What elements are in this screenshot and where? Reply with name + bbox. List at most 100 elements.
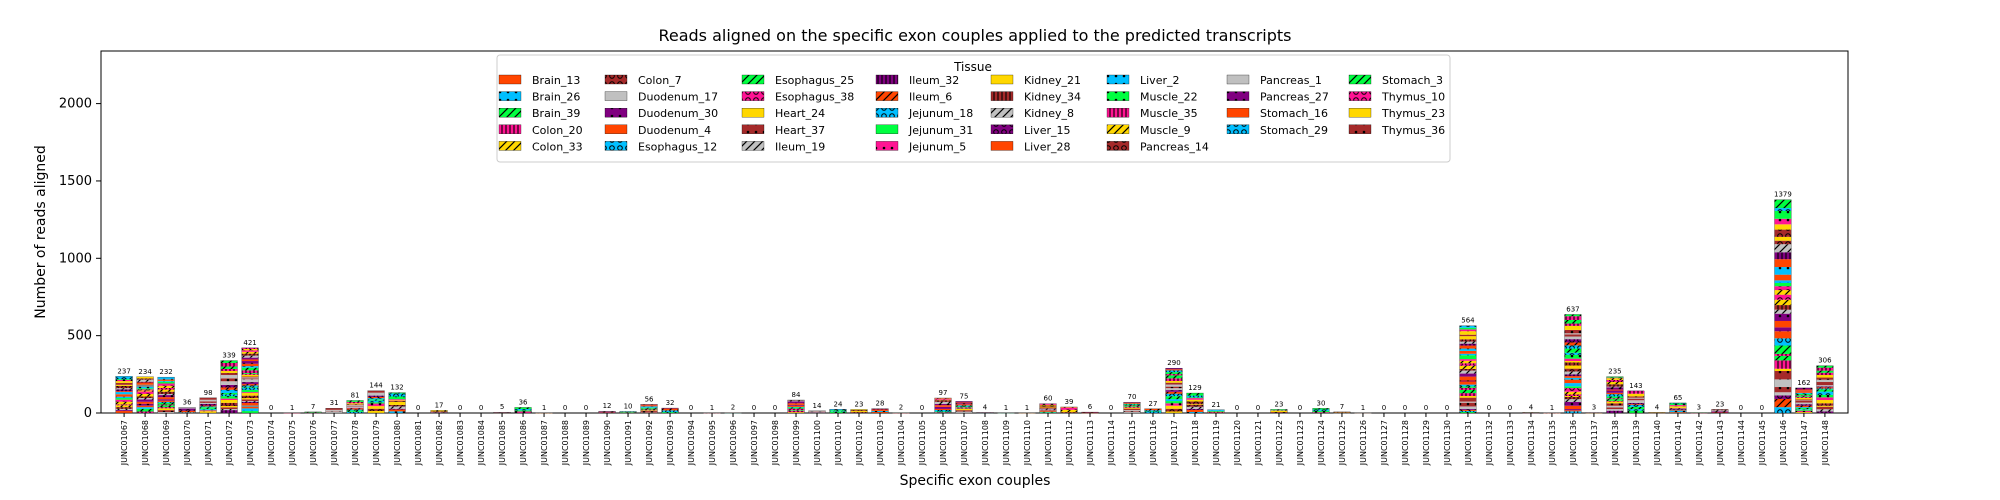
bar-stack-junc01068 bbox=[136, 376, 154, 414]
legend-item-colon-33: Colon_33 bbox=[498, 140, 583, 153]
x-tick-label-junc01106: JUNC01106 bbox=[939, 420, 948, 466]
bar-segment-thymus-23 bbox=[1774, 236, 1792, 241]
bar-segment-hatch bbox=[1774, 313, 1792, 321]
bar-segment-hatch bbox=[241, 350, 259, 352]
total-label-junc01138: 235 bbox=[1608, 368, 1621, 376]
bar-stack-junc01139 bbox=[1627, 390, 1645, 414]
legend-item-thymus-36: Thymus_36 bbox=[1348, 124, 1445, 137]
bar-segment-hatch bbox=[1459, 353, 1477, 356]
total-label-junc01078: 81 bbox=[351, 391, 360, 399]
x-tick-label-junc01074: JUNC01074 bbox=[267, 420, 276, 466]
total-label-junc01111: 60 bbox=[1044, 395, 1053, 403]
legend-item-liver-2: Liver_2 bbox=[1106, 74, 1179, 87]
bar-segment-hatch bbox=[388, 408, 406, 410]
bar-segment-hatch bbox=[1039, 403, 1057, 405]
bar-segment-pancreas-1 bbox=[1816, 385, 1834, 387]
bar-segment-hatch bbox=[808, 411, 826, 413]
bar-segment-hatch bbox=[1459, 397, 1477, 402]
legend-label: Jejunum_18 bbox=[908, 107, 973, 120]
bar-segment-hatch bbox=[346, 410, 364, 412]
bar-segment-hatch bbox=[1564, 358, 1582, 362]
legend-swatch-hatch bbox=[1227, 124, 1249, 134]
bar-segment-hatch bbox=[115, 388, 133, 390]
total-label-junc01133: 0 bbox=[1508, 404, 1512, 412]
bar-segment-hatch bbox=[115, 389, 133, 392]
bar-segment-hatch bbox=[1606, 384, 1624, 387]
bar-segment-hatch bbox=[178, 412, 196, 413]
bar-stack-junc01141 bbox=[1669, 402, 1687, 414]
bar-segment-hatch bbox=[220, 360, 238, 363]
bar-segment-hatch bbox=[787, 410, 805, 413]
bar-segment-hatch bbox=[1627, 410, 1645, 413]
bar-segment-duodenum-4 bbox=[871, 409, 889, 411]
bar-segment-kidney-21 bbox=[1774, 368, 1792, 371]
bar-segment-brain-13 bbox=[955, 402, 973, 404]
bar-segment-kidney-21 bbox=[1459, 395, 1477, 398]
bar-segment-hatch bbox=[178, 408, 196, 411]
bar-segment-hatch bbox=[388, 392, 406, 394]
x-tick-label-junc01086: JUNC01086 bbox=[519, 420, 528, 466]
bar-segment-hatch bbox=[115, 392, 133, 395]
x-tick-label-junc01137: JUNC01137 bbox=[1590, 420, 1599, 466]
bar-segment-liver-28 bbox=[955, 404, 973, 406]
bar-segment-hatch bbox=[1774, 244, 1792, 253]
bar-segment-pancreas-1 bbox=[808, 412, 826, 413]
total-label-junc01112: 39 bbox=[1065, 398, 1074, 406]
bar-stack-junc01071 bbox=[199, 397, 217, 414]
bar-segment-hatch bbox=[1627, 409, 1645, 411]
bar-segment-hatch bbox=[661, 412, 679, 413]
bar-segment-hatch bbox=[1816, 365, 1834, 368]
x-tick-label-junc01088: JUNC01088 bbox=[561, 420, 570, 466]
bar-segment-hatch bbox=[115, 379, 133, 380]
legend-item-duodenum-17: Duodenum_17 bbox=[604, 91, 718, 104]
bar-segment-hatch bbox=[241, 382, 259, 385]
legend-item-pancreas-27: Pancreas_27 bbox=[1226, 91, 1329, 104]
legend-swatch-hatch bbox=[876, 141, 898, 151]
bar-segment-hatch bbox=[1816, 411, 1834, 413]
bar-stack-junc01147 bbox=[1795, 387, 1813, 414]
bar-segment-hatch bbox=[1564, 368, 1582, 372]
bar-segment-hatch bbox=[1774, 294, 1792, 300]
legend-item-brain-13: Brain_13 bbox=[498, 74, 580, 87]
bar-segment-hatch bbox=[871, 408, 889, 410]
bar-segment-hatch bbox=[1039, 407, 1057, 409]
bar-segment-hatch bbox=[1060, 409, 1078, 413]
bar-segment-jejunum-31 bbox=[1459, 355, 1477, 360]
y-axis-label: Number of reads aligned bbox=[33, 145, 49, 319]
plot-frame bbox=[100, 50, 1849, 414]
bar-segment-pancreas-1 bbox=[178, 407, 196, 409]
bar-segment-heart-24 bbox=[1459, 331, 1477, 335]
bar-segment-hatch bbox=[850, 410, 868, 412]
x-tick-label-junc01111: JUNC01111 bbox=[1044, 420, 1053, 466]
total-label-junc01109: 1 bbox=[1004, 404, 1008, 412]
bar-segment-pancreas-1 bbox=[220, 381, 238, 385]
bar-segment-hatch bbox=[388, 393, 406, 397]
bar-segment-hatch bbox=[1606, 399, 1624, 401]
bar-segment-hatch bbox=[1564, 354, 1582, 359]
total-label-junc01147: 162 bbox=[1797, 379, 1810, 387]
bar-segment-hatch bbox=[1795, 407, 1813, 409]
legend-swatch-hatch bbox=[1227, 91, 1249, 101]
bar-stack-junc01146 bbox=[1774, 199, 1792, 414]
bar-segment-hatch bbox=[115, 404, 133, 406]
bar-segment-hatch bbox=[1123, 403, 1141, 405]
x-tick-label-junc01102: JUNC01102 bbox=[855, 420, 864, 466]
total-label-junc01122: 23 bbox=[1275, 400, 1284, 408]
bar-stack-junc01076 bbox=[304, 411, 322, 414]
bar-segment-hatch bbox=[157, 391, 175, 394]
x-tick-label-junc01068: JUNC01068 bbox=[141, 420, 150, 466]
bar-segment-brain-13 bbox=[115, 411, 133, 413]
bar-segment-heart-24 bbox=[199, 411, 217, 413]
legend-label: Esophagus_25 bbox=[775, 74, 854, 87]
bar-segment-hatch bbox=[115, 405, 133, 408]
bar-segment-jejunum-31 bbox=[1606, 376, 1624, 378]
x-tick-label-junc01101: JUNC01101 bbox=[834, 420, 843, 466]
legend-item-kidney-34: Kidney_34 bbox=[990, 91, 1081, 104]
bar-stack-junc01077 bbox=[325, 408, 343, 414]
bar-segment-hatch bbox=[1816, 389, 1834, 392]
bar-segment-hatch bbox=[1816, 372, 1834, 376]
bar-segment-hatch bbox=[1795, 392, 1813, 394]
legend-label: Thymus_23 bbox=[1381, 107, 1445, 120]
bar-segment-hatch bbox=[220, 402, 238, 406]
bar-segment-hatch bbox=[1123, 408, 1141, 411]
